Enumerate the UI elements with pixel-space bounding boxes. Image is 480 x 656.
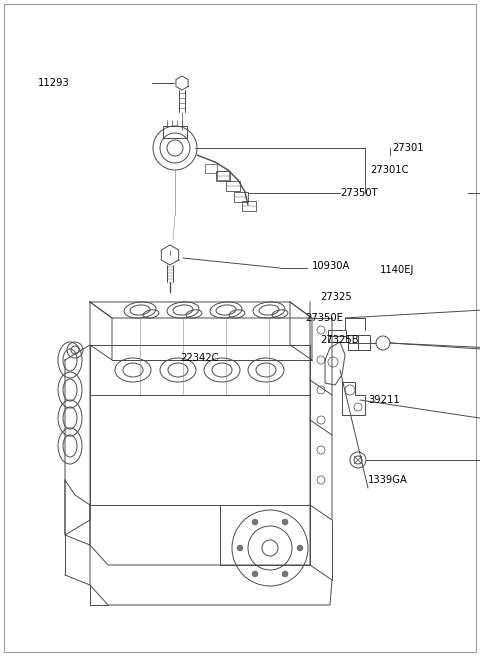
Text: 1140EJ: 1140EJ [380,265,414,275]
Text: 1339GA: 1339GA [368,475,408,485]
Circle shape [282,519,288,525]
Circle shape [297,545,303,551]
Text: 39211: 39211 [368,395,400,405]
Bar [217,171,229,180]
Text: 27325B: 27325B [320,335,359,345]
Text: 10930A: 10930A [312,261,350,271]
Circle shape [252,519,258,525]
Text: 27325: 27325 [320,292,352,302]
Text: 27301C: 27301C [370,165,408,175]
Circle shape [237,545,243,551]
Bar [242,201,256,211]
Bar [216,171,230,181]
Bar [226,181,240,191]
Bar [205,164,217,173]
Text: 27350E: 27350E [305,313,343,323]
Bar [348,335,358,350]
Text: 22342C: 22342C [180,353,218,363]
Bar [328,330,346,342]
Circle shape [252,571,258,577]
Text: 27301: 27301 [392,143,424,153]
Bar [348,335,370,350]
Bar [234,192,248,202]
Circle shape [282,571,288,577]
Text: 11293: 11293 [38,78,70,88]
Text: 27350T: 27350T [340,188,378,198]
Bar [163,126,187,138]
